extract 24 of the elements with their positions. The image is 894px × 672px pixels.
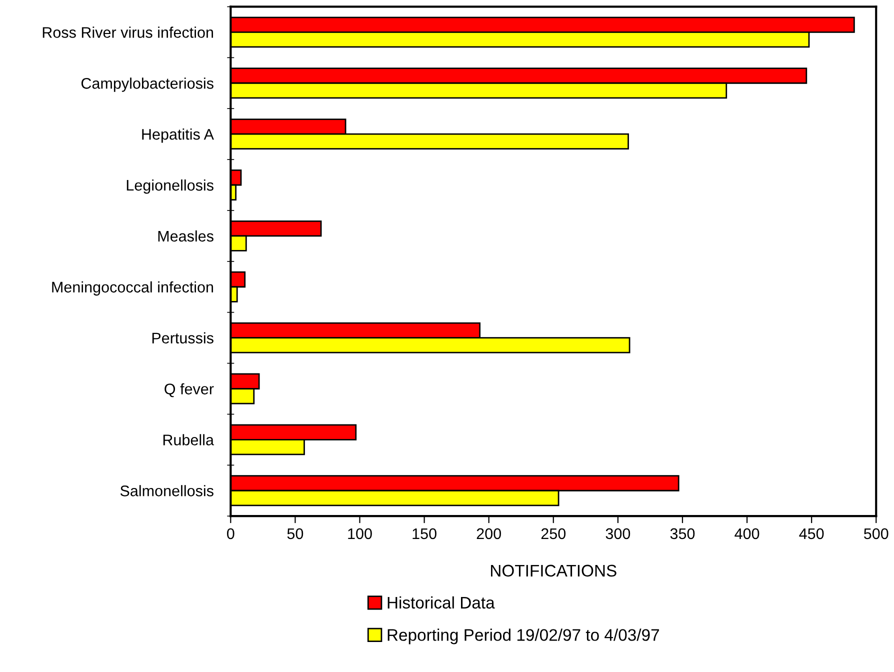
- y-tick-label: Campylobacteriosis: [81, 78, 214, 92]
- x-tick-label: 0: [227, 528, 234, 540]
- x-tick-label: 100: [348, 528, 372, 540]
- legend-label: Historical Data: [388, 596, 495, 609]
- x-tick-label: 300: [606, 528, 630, 540]
- y-tick-label: Ross River virus infection: [42, 26, 213, 38]
- y-tick-label: Pertussis: [152, 332, 214, 344]
- x-tick-label: 250: [541, 528, 566, 540]
- y-tick-label: Q fever: [164, 383, 214, 398]
- x-tick-label: 400: [734, 528, 760, 540]
- x-tick-label: 350: [670, 528, 695, 540]
- y-tick-label: Salmonellosis: [120, 485, 214, 496]
- x-tick-label: 200: [476, 528, 501, 540]
- legend-label: Reporting Period 19/02/97 to 4/03/97: [388, 628, 659, 644]
- x-axis-title: NOTIFICATIONS: [491, 564, 616, 577]
- y-tick-label: Legionellosis: [126, 179, 214, 194]
- x-tick-label: 450: [799, 528, 824, 540]
- y-tick-label: Hepatitis A: [142, 128, 214, 143]
- x-tick-label: 50: [287, 528, 304, 540]
- x-tick-label: 150: [412, 528, 436, 540]
- y-tick-label: Meningococcal infection: [52, 281, 214, 296]
- x-tick-label: 500: [864, 528, 888, 540]
- y-tick-label: Rubella: [163, 434, 214, 446]
- y-tick-label: Measles: [158, 230, 214, 242]
